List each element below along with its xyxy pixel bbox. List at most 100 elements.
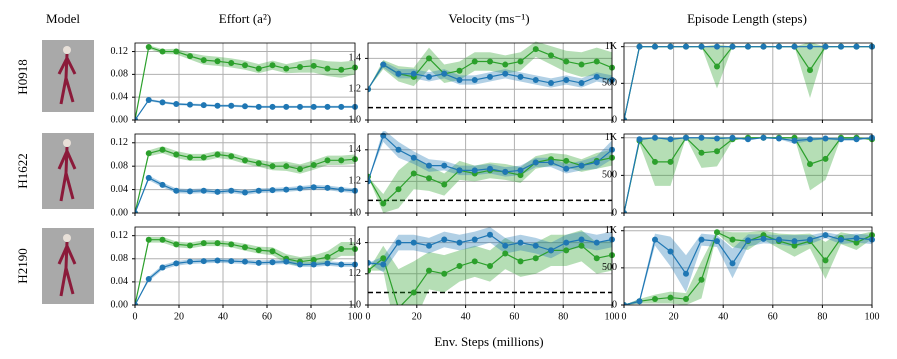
x-tick-label: 0 bbox=[133, 311, 138, 322]
data-point bbox=[652, 236, 658, 243]
data-point bbox=[310, 184, 317, 191]
data-point bbox=[426, 162, 432, 169]
data-point bbox=[683, 43, 689, 50]
data-point bbox=[187, 258, 193, 265]
y-tick-label: 0.08 bbox=[111, 69, 129, 80]
data-point bbox=[187, 154, 193, 161]
y-tick-label: 1.4 bbox=[349, 237, 362, 248]
data-point bbox=[548, 80, 554, 87]
data-point bbox=[791, 242, 798, 249]
data-point bbox=[745, 136, 751, 143]
data-point bbox=[310, 261, 317, 268]
data-point bbox=[426, 267, 432, 274]
data-point bbox=[395, 146, 402, 153]
data-point bbox=[652, 296, 658, 303]
data-point bbox=[228, 187, 235, 194]
model-image bbox=[42, 133, 94, 209]
data-point bbox=[838, 236, 844, 243]
panel: 0 500 1K 0 20 40 60 80 100 bbox=[602, 225, 880, 322]
y-tick-label: 500 bbox=[602, 170, 617, 181]
data-point bbox=[410, 154, 417, 161]
data-point bbox=[228, 241, 235, 248]
data-point bbox=[652, 134, 658, 141]
data-point bbox=[426, 55, 432, 62]
data-point bbox=[714, 148, 720, 155]
data-point bbox=[159, 181, 166, 188]
x-tick-label: 0 bbox=[366, 311, 371, 322]
plot-area bbox=[368, 131, 615, 213]
data-point bbox=[791, 238, 798, 245]
x-tick-label: 80 bbox=[306, 311, 316, 322]
y-tick-label: 1K bbox=[605, 132, 618, 143]
data-point bbox=[456, 167, 463, 174]
data-point bbox=[228, 153, 235, 160]
data-point bbox=[269, 103, 276, 110]
data-point bbox=[563, 157, 570, 164]
data-point bbox=[487, 263, 493, 269]
data-point bbox=[380, 61, 387, 68]
plot-area bbox=[135, 236, 358, 305]
data-point bbox=[456, 263, 463, 269]
data-point bbox=[200, 154, 207, 161]
data-point bbox=[838, 43, 844, 50]
data-point bbox=[807, 43, 813, 50]
data-point bbox=[380, 200, 387, 207]
data-point bbox=[324, 254, 331, 261]
data-point bbox=[548, 159, 554, 166]
data-point bbox=[426, 242, 432, 249]
y-tick-label: 0.00 bbox=[111, 299, 129, 310]
data-point bbox=[636, 43, 643, 50]
data-point bbox=[502, 168, 509, 175]
data-point bbox=[283, 103, 290, 110]
data-point bbox=[760, 134, 767, 141]
data-point bbox=[173, 101, 180, 108]
y-tick-label: 1.0 bbox=[349, 207, 362, 218]
column-title: Velocity (ms⁻¹) bbox=[448, 11, 529, 26]
data-point bbox=[242, 258, 248, 265]
panel: 0 500 1K bbox=[602, 132, 875, 218]
data-point bbox=[338, 186, 345, 193]
data-point bbox=[396, 305, 402, 311]
data-point bbox=[145, 150, 152, 157]
data-point bbox=[200, 240, 207, 247]
axes-frame bbox=[367, 133, 613, 214]
data-point bbox=[441, 162, 448, 169]
data-point bbox=[487, 58, 493, 65]
data-point bbox=[297, 63, 303, 70]
data-point bbox=[297, 185, 303, 192]
data-point bbox=[683, 134, 689, 141]
data-point bbox=[667, 248, 674, 255]
data-point bbox=[395, 239, 402, 246]
y-tick-label: 0 bbox=[612, 299, 617, 310]
data-point bbox=[487, 165, 493, 172]
data-point bbox=[338, 66, 345, 73]
axes-frame bbox=[623, 42, 873, 121]
data-point bbox=[255, 187, 262, 194]
data-point bbox=[807, 236, 813, 243]
data-point bbox=[368, 178, 371, 185]
data-point bbox=[173, 151, 180, 158]
data-point bbox=[456, 67, 463, 74]
data-point bbox=[324, 260, 331, 267]
x-tick-label: 0 bbox=[622, 311, 627, 322]
data-point bbox=[517, 258, 524, 265]
data-point bbox=[532, 255, 539, 262]
data-point bbox=[368, 86, 371, 93]
model-header: Model bbox=[46, 11, 80, 26]
data-point bbox=[822, 232, 829, 239]
data-point bbox=[593, 255, 600, 262]
axes-frame bbox=[367, 226, 613, 306]
y-tick-label: 0.00 bbox=[111, 114, 129, 125]
data-point bbox=[548, 247, 554, 254]
y-tick-label: 1.0 bbox=[349, 114, 362, 125]
data-point bbox=[853, 43, 860, 50]
data-point bbox=[838, 136, 844, 143]
axes-frame bbox=[623, 133, 873, 214]
data-point bbox=[502, 242, 509, 249]
x-tick-label: 20 bbox=[412, 311, 422, 322]
data-point bbox=[159, 146, 166, 153]
data-point bbox=[187, 242, 193, 249]
plot-area bbox=[368, 227, 615, 311]
data-point bbox=[283, 186, 290, 193]
x-tick-label: 40 bbox=[218, 311, 228, 322]
